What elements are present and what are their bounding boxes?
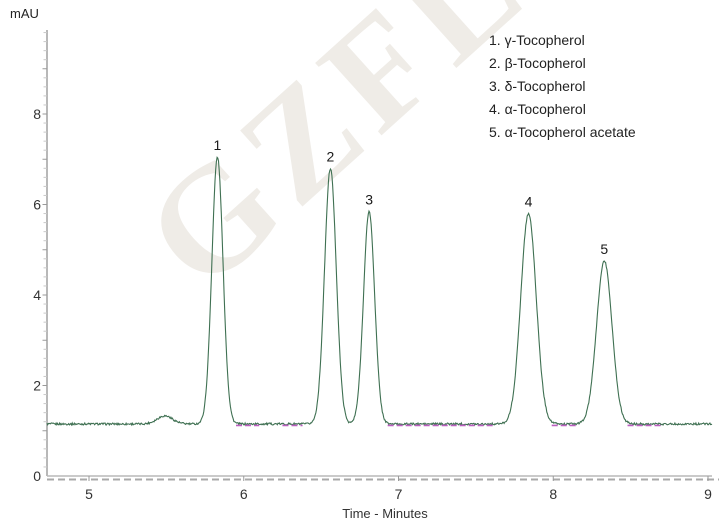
y-tick-label-4: 4 [33, 287, 41, 303]
x-axis-title: Time - Minutes [342, 506, 428, 521]
y-tick-label-0: 0 [33, 468, 41, 484]
legend-item-1: 1. γ-Tocopherol [489, 32, 585, 48]
y-tick-label-8: 8 [33, 106, 41, 122]
peak-label-3: 3 [365, 191, 373, 207]
legend-item-4: 4. α-Tocopherol [489, 101, 586, 117]
peak-label-2: 2 [327, 148, 335, 164]
y-axis-unit-label: mAU [10, 6, 39, 21]
peak-label-5: 5 [600, 241, 608, 257]
chromatogram-trace [46, 156, 713, 427]
x-tick-label-5: 5 [85, 486, 93, 502]
x-tick-label-6: 6 [240, 486, 248, 502]
x-tick-label-9: 9 [704, 486, 712, 502]
legend-item-2: 2. β-Tocopherol [489, 55, 586, 71]
peak-legend: 1. γ-Tocopherol 2. β-Tocopherol 3. δ-Tocop… [489, 29, 636, 144]
x-tick-label-8: 8 [549, 486, 557, 502]
x-tick-label-7: 7 [395, 486, 403, 502]
peak-label-4: 4 [525, 194, 533, 210]
peak-label-1: 1 [214, 137, 222, 153]
y-tick-label-2: 2 [33, 378, 41, 394]
y-tick-label-6: 6 [33, 197, 41, 213]
legend-item-5: 5. α-Tocopherol acetate [489, 124, 636, 140]
legend-item-3: 3. δ-Tocopherol [489, 78, 586, 94]
